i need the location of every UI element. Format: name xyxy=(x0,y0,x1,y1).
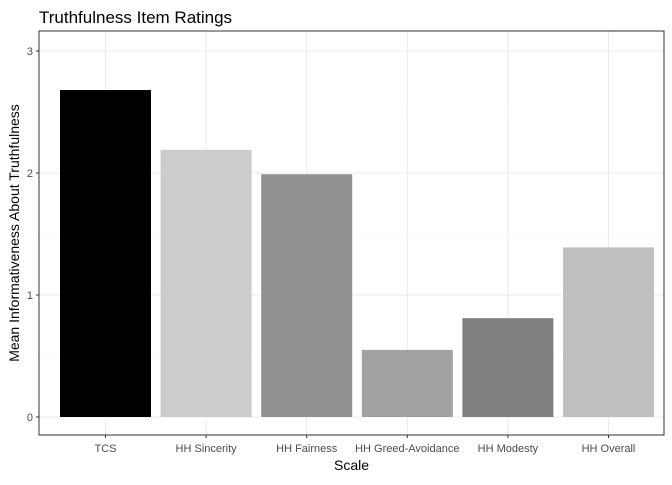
x-tick-label: HH Sincerity xyxy=(176,443,238,455)
x-axis-label: Scale xyxy=(334,457,369,473)
y-tick-label: 0 xyxy=(27,412,33,424)
bar-hh-greed-avoidance xyxy=(361,349,453,417)
chart-title: Truthfulness Item Ratings xyxy=(39,8,232,27)
bar-tcs xyxy=(60,90,151,417)
x-tick-label: HH Greed-Avoidance xyxy=(355,443,459,455)
x-tick-label: HH Modesty xyxy=(478,443,539,455)
x-tick-label: TCS xyxy=(95,443,117,455)
y-axis-ticks: 0 1 2 3 xyxy=(27,46,39,424)
x-axis-ticks: TCS HH Sincerity HH Fairness HH Greed-Avoid… xyxy=(95,435,636,455)
bar-hh-modesty xyxy=(462,318,554,417)
y-axis-label: Mean Informativeness About Truthfulness xyxy=(6,104,22,362)
y-tick-label: 2 xyxy=(27,168,33,180)
bar-hh-fairness xyxy=(261,174,353,417)
plot-border xyxy=(38,30,665,436)
bar-hh-overall xyxy=(563,247,654,417)
bar-hh-sincerity xyxy=(160,149,252,417)
y-tick-label: 1 xyxy=(27,290,33,302)
bars xyxy=(60,90,654,417)
x-tick-label: HH Overall xyxy=(582,443,636,455)
x-tick-label: HH Fairness xyxy=(276,443,338,455)
y-tick-label: 3 xyxy=(27,46,33,58)
